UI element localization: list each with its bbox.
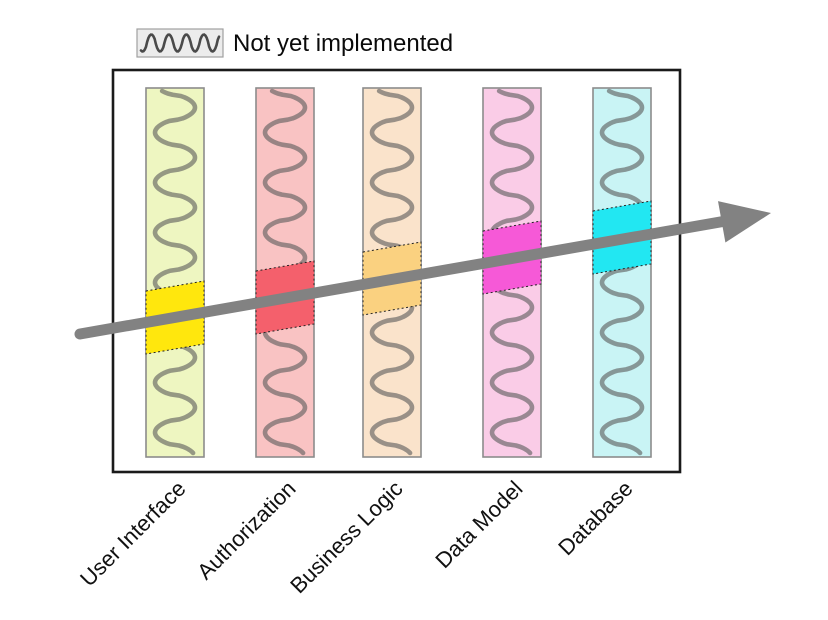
layer-label-business-logic: Business Logic: [285, 476, 407, 598]
layer-bar-authorization: [255, 87, 315, 458]
layer-label-authorization: Authorization: [192, 476, 300, 584]
layer-label-user-interface: User Interface: [75, 476, 190, 591]
legend-label: Not yet implemented: [233, 30, 453, 57]
wave-icon: [139, 33, 221, 53]
not-implemented-wave-pattern: [599, 88, 645, 456]
layer-bar-database: [592, 87, 652, 458]
layer-label-data-model: Data Model: [430, 476, 527, 573]
legend: Not yet implemented: [136, 28, 453, 58]
arrow-shaft: [74, 216, 729, 340]
slice-arrow: [74, 201, 771, 340]
not-implemented-swatch: [136, 28, 224, 58]
layer-bar-data-model: [482, 87, 542, 458]
not-implemented-wave-pattern: [152, 88, 198, 456]
layer-bar-user-interface: [145, 87, 205, 458]
arrow-head-icon: [718, 201, 771, 243]
layer-label-database: Database: [553, 476, 637, 560]
layer-bar-business-logic: [362, 87, 422, 458]
